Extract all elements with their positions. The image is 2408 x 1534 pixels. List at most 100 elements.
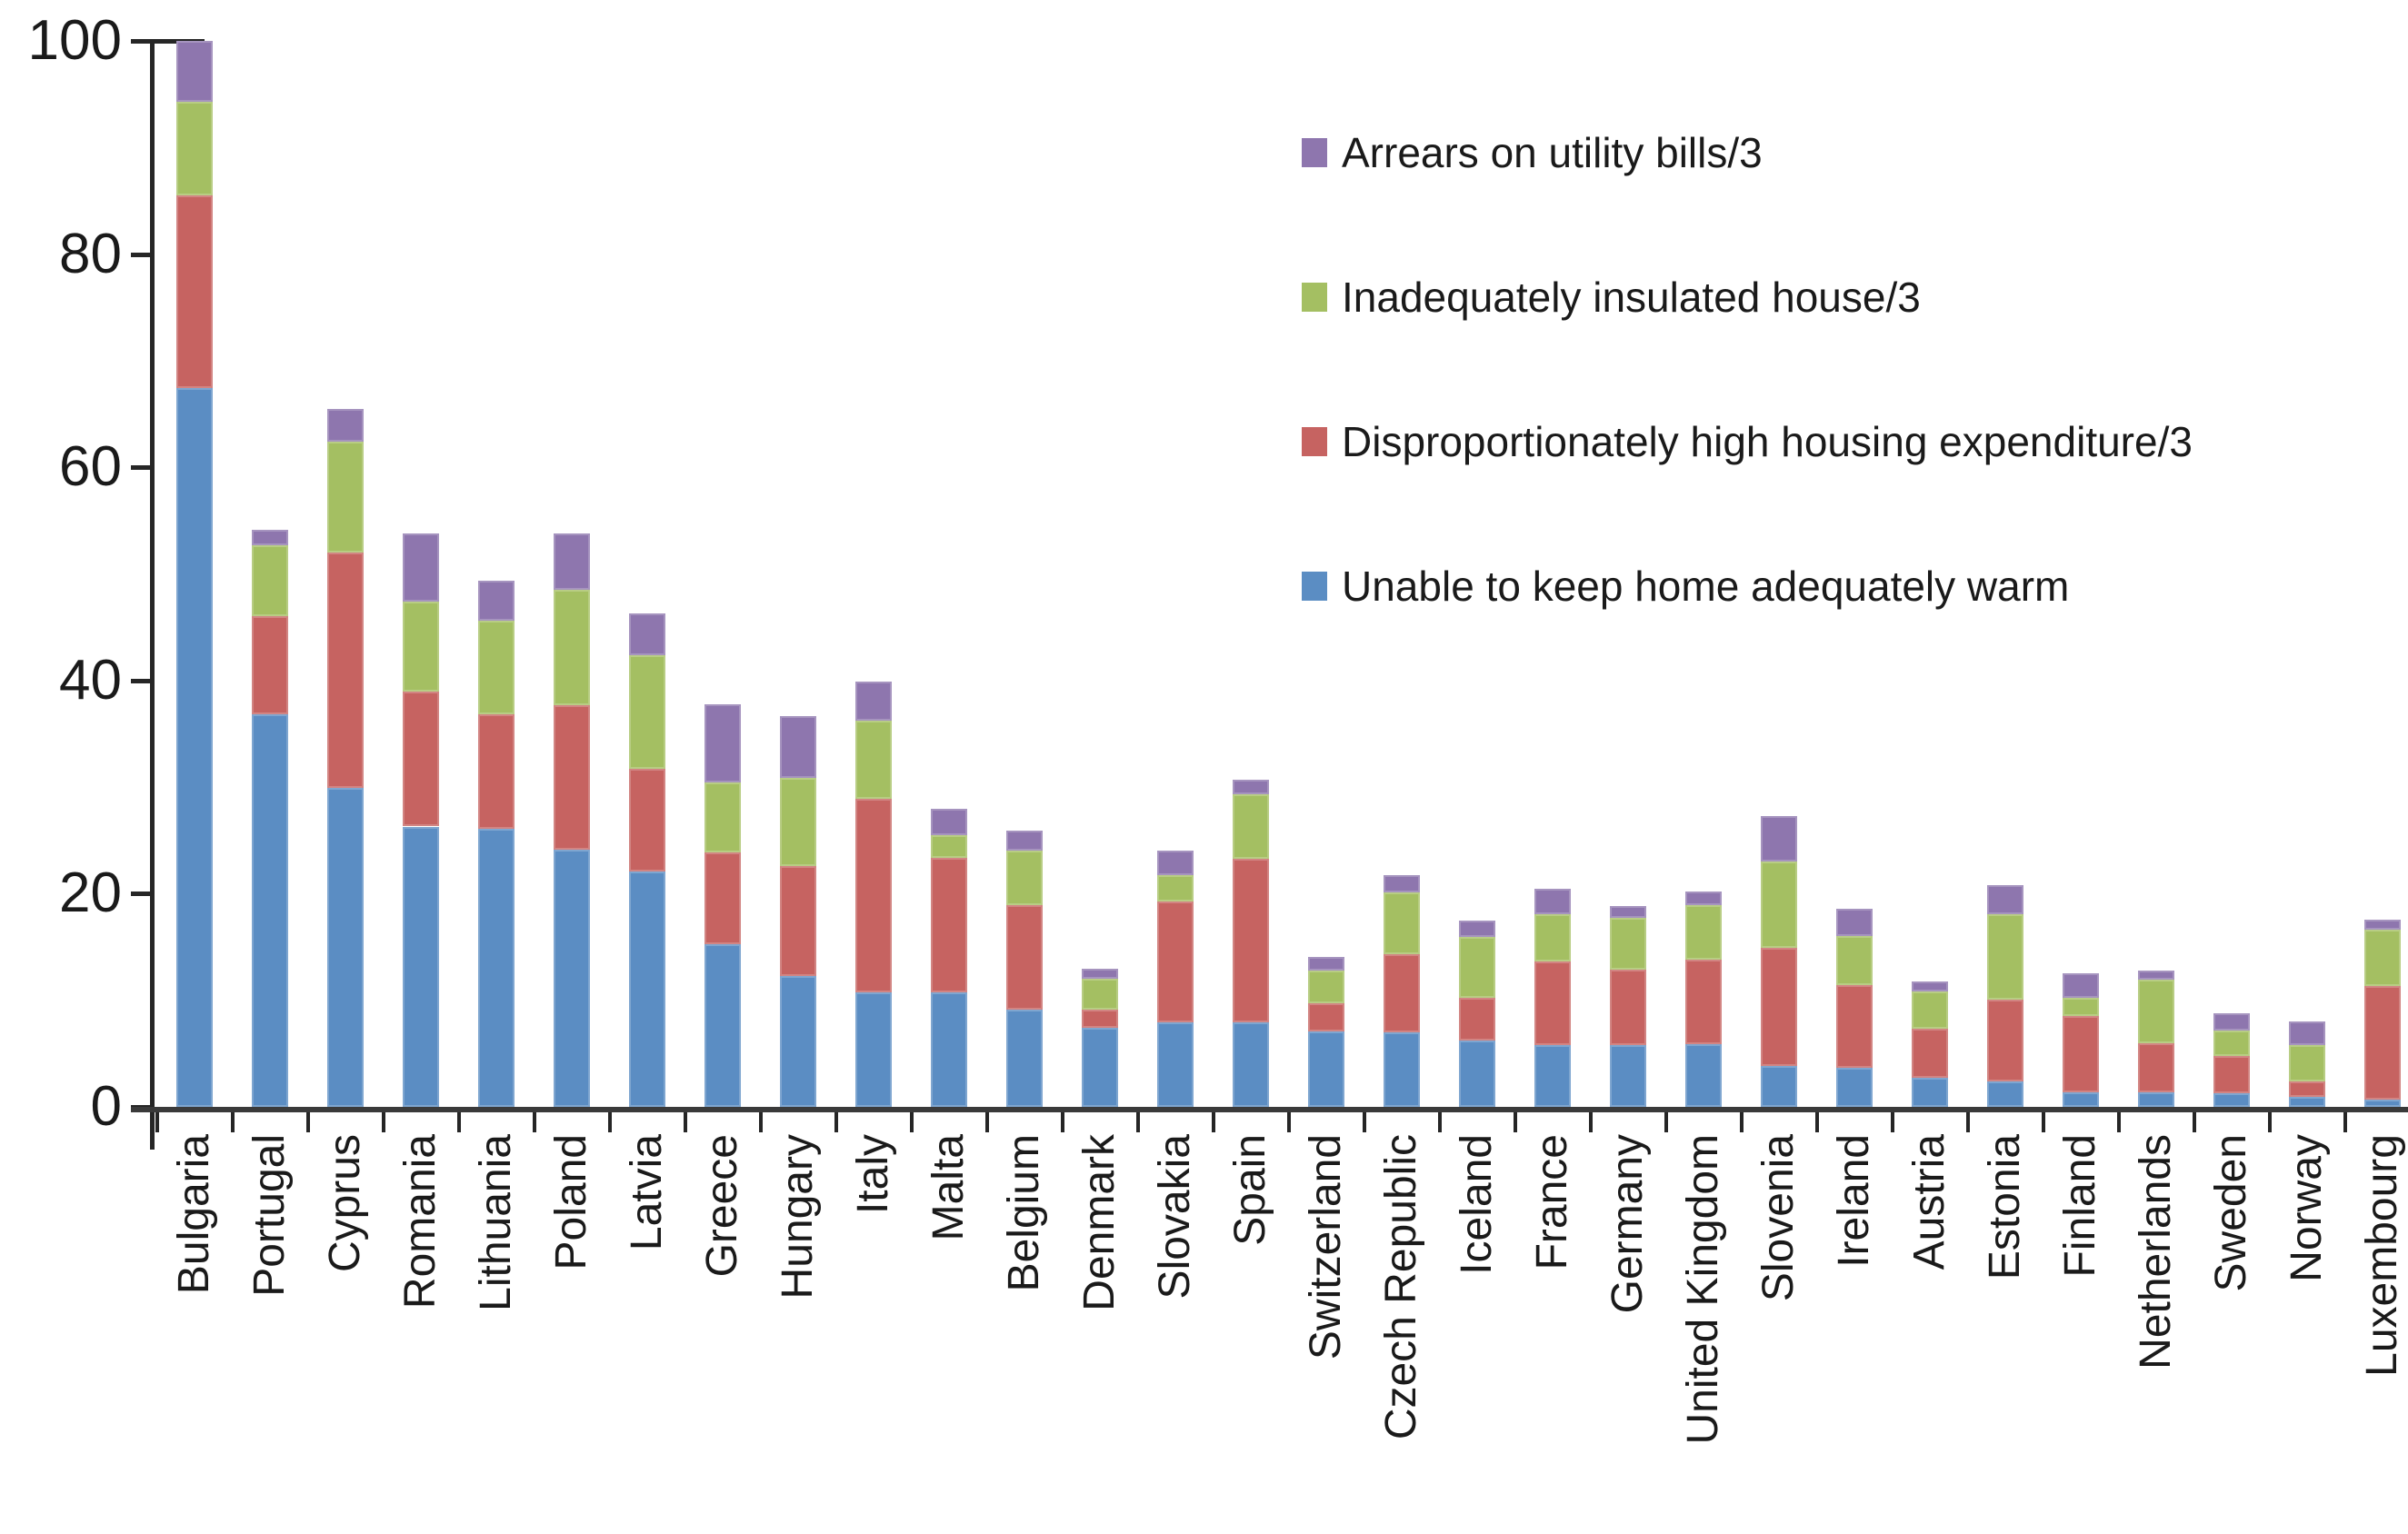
x-axis-tick	[2267, 1112, 2272, 1132]
bar-segment	[252, 714, 288, 1107]
x-axis-tick	[1060, 1112, 1064, 1132]
bar-segment	[252, 544, 288, 617]
bar-segment	[554, 850, 590, 1107]
bar-segment	[2138, 1091, 2174, 1107]
bar-segment	[2063, 1091, 2099, 1107]
bar-segment	[855, 681, 892, 722]
bar-segment	[1685, 960, 1722, 1044]
bar-segment	[2364, 919, 2401, 931]
bar-segment	[478, 714, 515, 829]
bar-segment	[1534, 1044, 1571, 1107]
bar-segment	[1157, 1022, 1194, 1107]
x-axis-tick	[2192, 1112, 2196, 1132]
bar-segment	[1082, 1010, 1118, 1029]
bar-segment	[2213, 1030, 2250, 1056]
x-axis-tick	[155, 1112, 159, 1132]
bar-segment	[931, 857, 967, 993]
x-axis-tick	[456, 1112, 461, 1132]
bar-segment	[1761, 862, 1797, 949]
bar-segment	[478, 828, 515, 1107]
bar-segment	[780, 865, 816, 976]
bar-segment	[1459, 937, 1495, 999]
bar-segment	[1157, 875, 1194, 901]
bar-segment	[327, 408, 364, 443]
bar-segment	[1987, 885, 2023, 914]
bar-segment	[2364, 930, 2401, 987]
x-axis-tick	[683, 1112, 687, 1132]
bar-segment	[1308, 970, 1344, 1004]
legend-item: Unable to keep home adequately warm	[1302, 563, 2069, 610]
bar-segment	[1610, 1044, 1646, 1107]
bar-segment	[855, 799, 892, 993]
bar-segment	[1308, 1003, 1344, 1031]
x-axis-tick	[532, 1112, 536, 1132]
bar-segment	[252, 530, 288, 545]
x-axis-tick	[1588, 1112, 1593, 1132]
bar-segment	[403, 533, 439, 602]
bar-segment	[2138, 980, 2174, 1043]
bar-segment	[1233, 858, 1269, 1023]
bar-segment	[1912, 1078, 1948, 1107]
bar-segment	[2289, 1021, 2325, 1045]
bar-segment	[1912, 991, 1948, 1030]
bar-segment	[1384, 1031, 1420, 1107]
bar-segment	[403, 826, 439, 1107]
bar-segment	[1157, 901, 1194, 1023]
legend-swatch-icon	[1302, 283, 1327, 312]
bar-segment	[2289, 1081, 2325, 1098]
bar-segment	[629, 871, 665, 1107]
bar-segment	[176, 195, 213, 389]
y-axis-tick	[131, 678, 155, 683]
bar-segment	[327, 788, 364, 1107]
legend-item: Inadequately insulated house/3	[1302, 274, 1921, 321]
bar-segment	[2138, 1042, 2174, 1092]
bar-segment	[2289, 1097, 2325, 1107]
bar-segment	[1685, 892, 1722, 906]
bar-segment	[2213, 1055, 2250, 1093]
x-axis-tick	[1135, 1112, 1140, 1132]
bar-segment	[2213, 1012, 2250, 1031]
legend-swatch-icon	[1302, 138, 1327, 167]
x-axis-tick	[1437, 1112, 1442, 1132]
x-axis-tick	[381, 1112, 385, 1132]
bar-segment	[704, 943, 741, 1107]
bar-segment	[1836, 936, 1873, 986]
bar-segment	[1233, 794, 1269, 859]
bar-segment	[176, 41, 213, 102]
x-axis-tick	[230, 1112, 235, 1132]
x-axis-tick	[2116, 1112, 2121, 1132]
bar-segment	[1534, 913, 1571, 962]
bar-segment	[629, 654, 665, 770]
bar-segment	[1006, 851, 1043, 906]
bar-segment	[931, 808, 967, 835]
bar-segment	[327, 442, 364, 553]
y-axis-tick	[131, 892, 155, 897]
bar-segment	[1685, 905, 1722, 961]
bar-segment	[1308, 1031, 1344, 1107]
bar-segment	[554, 590, 590, 705]
x-axis-tick	[1211, 1112, 1215, 1132]
legend-label: Unable to keep home adequately warm	[1342, 563, 2070, 610]
bar-segment	[1912, 1029, 1948, 1079]
x-axis-tick	[607, 1112, 612, 1132]
bar-segment	[2213, 1092, 2250, 1107]
bar-segment	[1384, 892, 1420, 955]
bar-segment	[1610, 969, 1646, 1045]
bar-segment	[327, 553, 364, 789]
bar-segment	[1157, 851, 1194, 876]
x-axis-tick	[1362, 1112, 1366, 1132]
bar-segment	[1761, 815, 1797, 862]
bar-segment	[1459, 1041, 1495, 1107]
bar-segment	[1534, 961, 1571, 1045]
bar-segment	[554, 704, 590, 851]
x-axis-tick	[1664, 1112, 1668, 1132]
y-axis-tick	[131, 39, 155, 44]
bar-segment	[2138, 970, 2174, 981]
x-axis-tick	[1965, 1112, 1970, 1132]
bar-segment	[1836, 985, 1873, 1068]
bar-segment	[2364, 986, 2401, 1100]
bar-segment	[1082, 1028, 1118, 1107]
y-axis-line	[150, 41, 155, 1150]
bar-segment	[1610, 918, 1646, 970]
